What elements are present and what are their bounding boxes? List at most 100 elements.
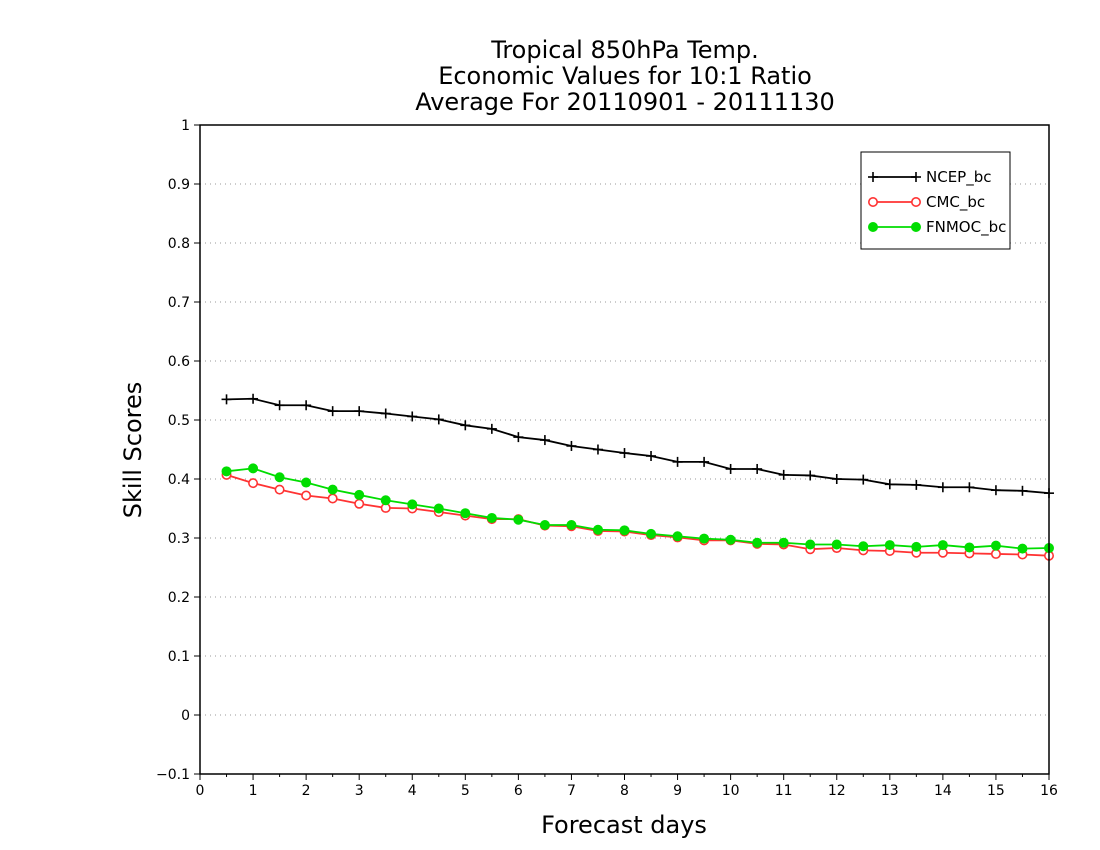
data-point — [778, 469, 789, 480]
legend-item: CMC_bc — [867, 193, 985, 212]
x-axis-title: Forecast days — [541, 811, 707, 839]
data-point — [672, 456, 683, 467]
y-tick-label: 0 — [181, 708, 190, 724]
data-point — [646, 528, 657, 539]
data-point — [407, 411, 418, 422]
data-point — [221, 466, 232, 477]
data-point — [248, 393, 259, 404]
data-point — [433, 414, 444, 425]
legend-label: FNMOC_bc — [926, 218, 1006, 237]
data-point — [831, 474, 842, 484]
data-point — [646, 450, 657, 461]
data-point — [486, 423, 497, 434]
x-tick-label: 3 — [355, 783, 364, 799]
y-tick-label: 0.7 — [168, 295, 190, 311]
data-point — [327, 493, 338, 504]
data-point — [964, 482, 975, 493]
data-point — [990, 540, 1001, 551]
legend-item: FNMOC_bc — [868, 218, 1006, 237]
data-point — [513, 432, 524, 443]
data-point — [274, 472, 285, 483]
series-ncep-bc — [221, 393, 1054, 499]
legend-marker — [867, 197, 878, 208]
x-tick-label: 7 — [567, 783, 576, 799]
data-point — [513, 514, 524, 525]
x-tick-label: 5 — [461, 783, 470, 799]
legend-marker — [911, 172, 921, 182]
data-point — [858, 474, 869, 485]
data-point — [221, 394, 232, 405]
chart-title: Tropical 850hPa Temp. Economic Values fo… — [415, 36, 835, 116]
x-tick-label: 2 — [302, 783, 311, 799]
data-point — [486, 512, 497, 523]
title-line-3: Average For 20110901 - 20111130 — [415, 88, 835, 116]
data-point — [725, 534, 736, 545]
data-point — [592, 524, 603, 535]
data-point — [752, 463, 763, 474]
data-point — [327, 484, 338, 495]
title-line-1: Tropical 850hPa Temp. — [490, 36, 759, 64]
data-point — [433, 503, 444, 514]
data-point — [301, 477, 312, 488]
data-point — [354, 406, 365, 417]
data-point — [1017, 485, 1028, 496]
x-tick-label: 10 — [722, 783, 740, 799]
legend-marker — [911, 222, 921, 232]
data-point — [619, 448, 630, 459]
data-point — [964, 542, 975, 553]
data-point — [990, 548, 1001, 559]
y-tick-label: 1 — [181, 118, 190, 134]
series-lines — [221, 393, 1055, 561]
data-point — [990, 485, 1001, 496]
y-tick-label: 0.4 — [168, 472, 190, 488]
data-point — [752, 537, 763, 548]
legend-label: CMC_bc — [926, 193, 985, 212]
y-tick-label: 0.6 — [168, 354, 190, 370]
title-line-2: Economic Values for 10:1 Ratio — [438, 62, 812, 90]
data-point — [619, 525, 630, 536]
plot-frame — [199, 124, 1050, 775]
x-tick-label: 16 — [1040, 783, 1058, 799]
y-tick-label: 0.2 — [168, 590, 190, 606]
x-tick-label: 6 — [514, 783, 523, 799]
data-point — [327, 406, 338, 417]
y-tick-label: 0.9 — [168, 177, 190, 193]
data-point — [937, 540, 948, 551]
legend-marker — [868, 222, 878, 232]
data-point — [672, 531, 683, 542]
x-tick-label: 9 — [673, 783, 682, 799]
data-point — [699, 456, 710, 467]
legend-marker — [910, 197, 921, 208]
data-point — [858, 541, 869, 552]
legend-item: NCEP_bc — [868, 168, 992, 187]
data-point — [805, 539, 816, 550]
x-tick-label: 1 — [249, 783, 258, 799]
data-point — [354, 489, 365, 500]
data-point — [778, 537, 789, 548]
data-point — [831, 539, 842, 550]
data-point — [354, 498, 365, 509]
y-tick-label: 0.3 — [168, 531, 190, 547]
data-point — [1017, 543, 1028, 554]
data-point — [380, 408, 391, 419]
data-point — [911, 479, 922, 490]
data-point — [566, 520, 577, 531]
y-axis-title: Skill Scores — [119, 382, 147, 519]
data-point — [699, 533, 710, 544]
data-point — [380, 495, 391, 506]
data-point — [566, 440, 577, 451]
data-point — [539, 435, 550, 446]
legend: NCEP_bc CMC_bc FNMOC_bc — [860, 151, 1011, 250]
data-point — [248, 463, 259, 474]
y-tick-label: 0.5 — [168, 413, 190, 429]
y-tick-label: 0.8 — [168, 236, 190, 252]
series-fnmoc-bc — [221, 463, 1054, 554]
data-point — [592, 444, 603, 455]
legend-box — [860, 151, 1011, 250]
x-tick-label: 8 — [620, 783, 629, 799]
axes: −0.100.10.20.30.40.50.60.70.80.910 1 2 3 4 5 6… — [156, 118, 1058, 799]
data-point — [460, 508, 471, 519]
data-point — [937, 482, 948, 493]
data-point — [884, 479, 895, 490]
